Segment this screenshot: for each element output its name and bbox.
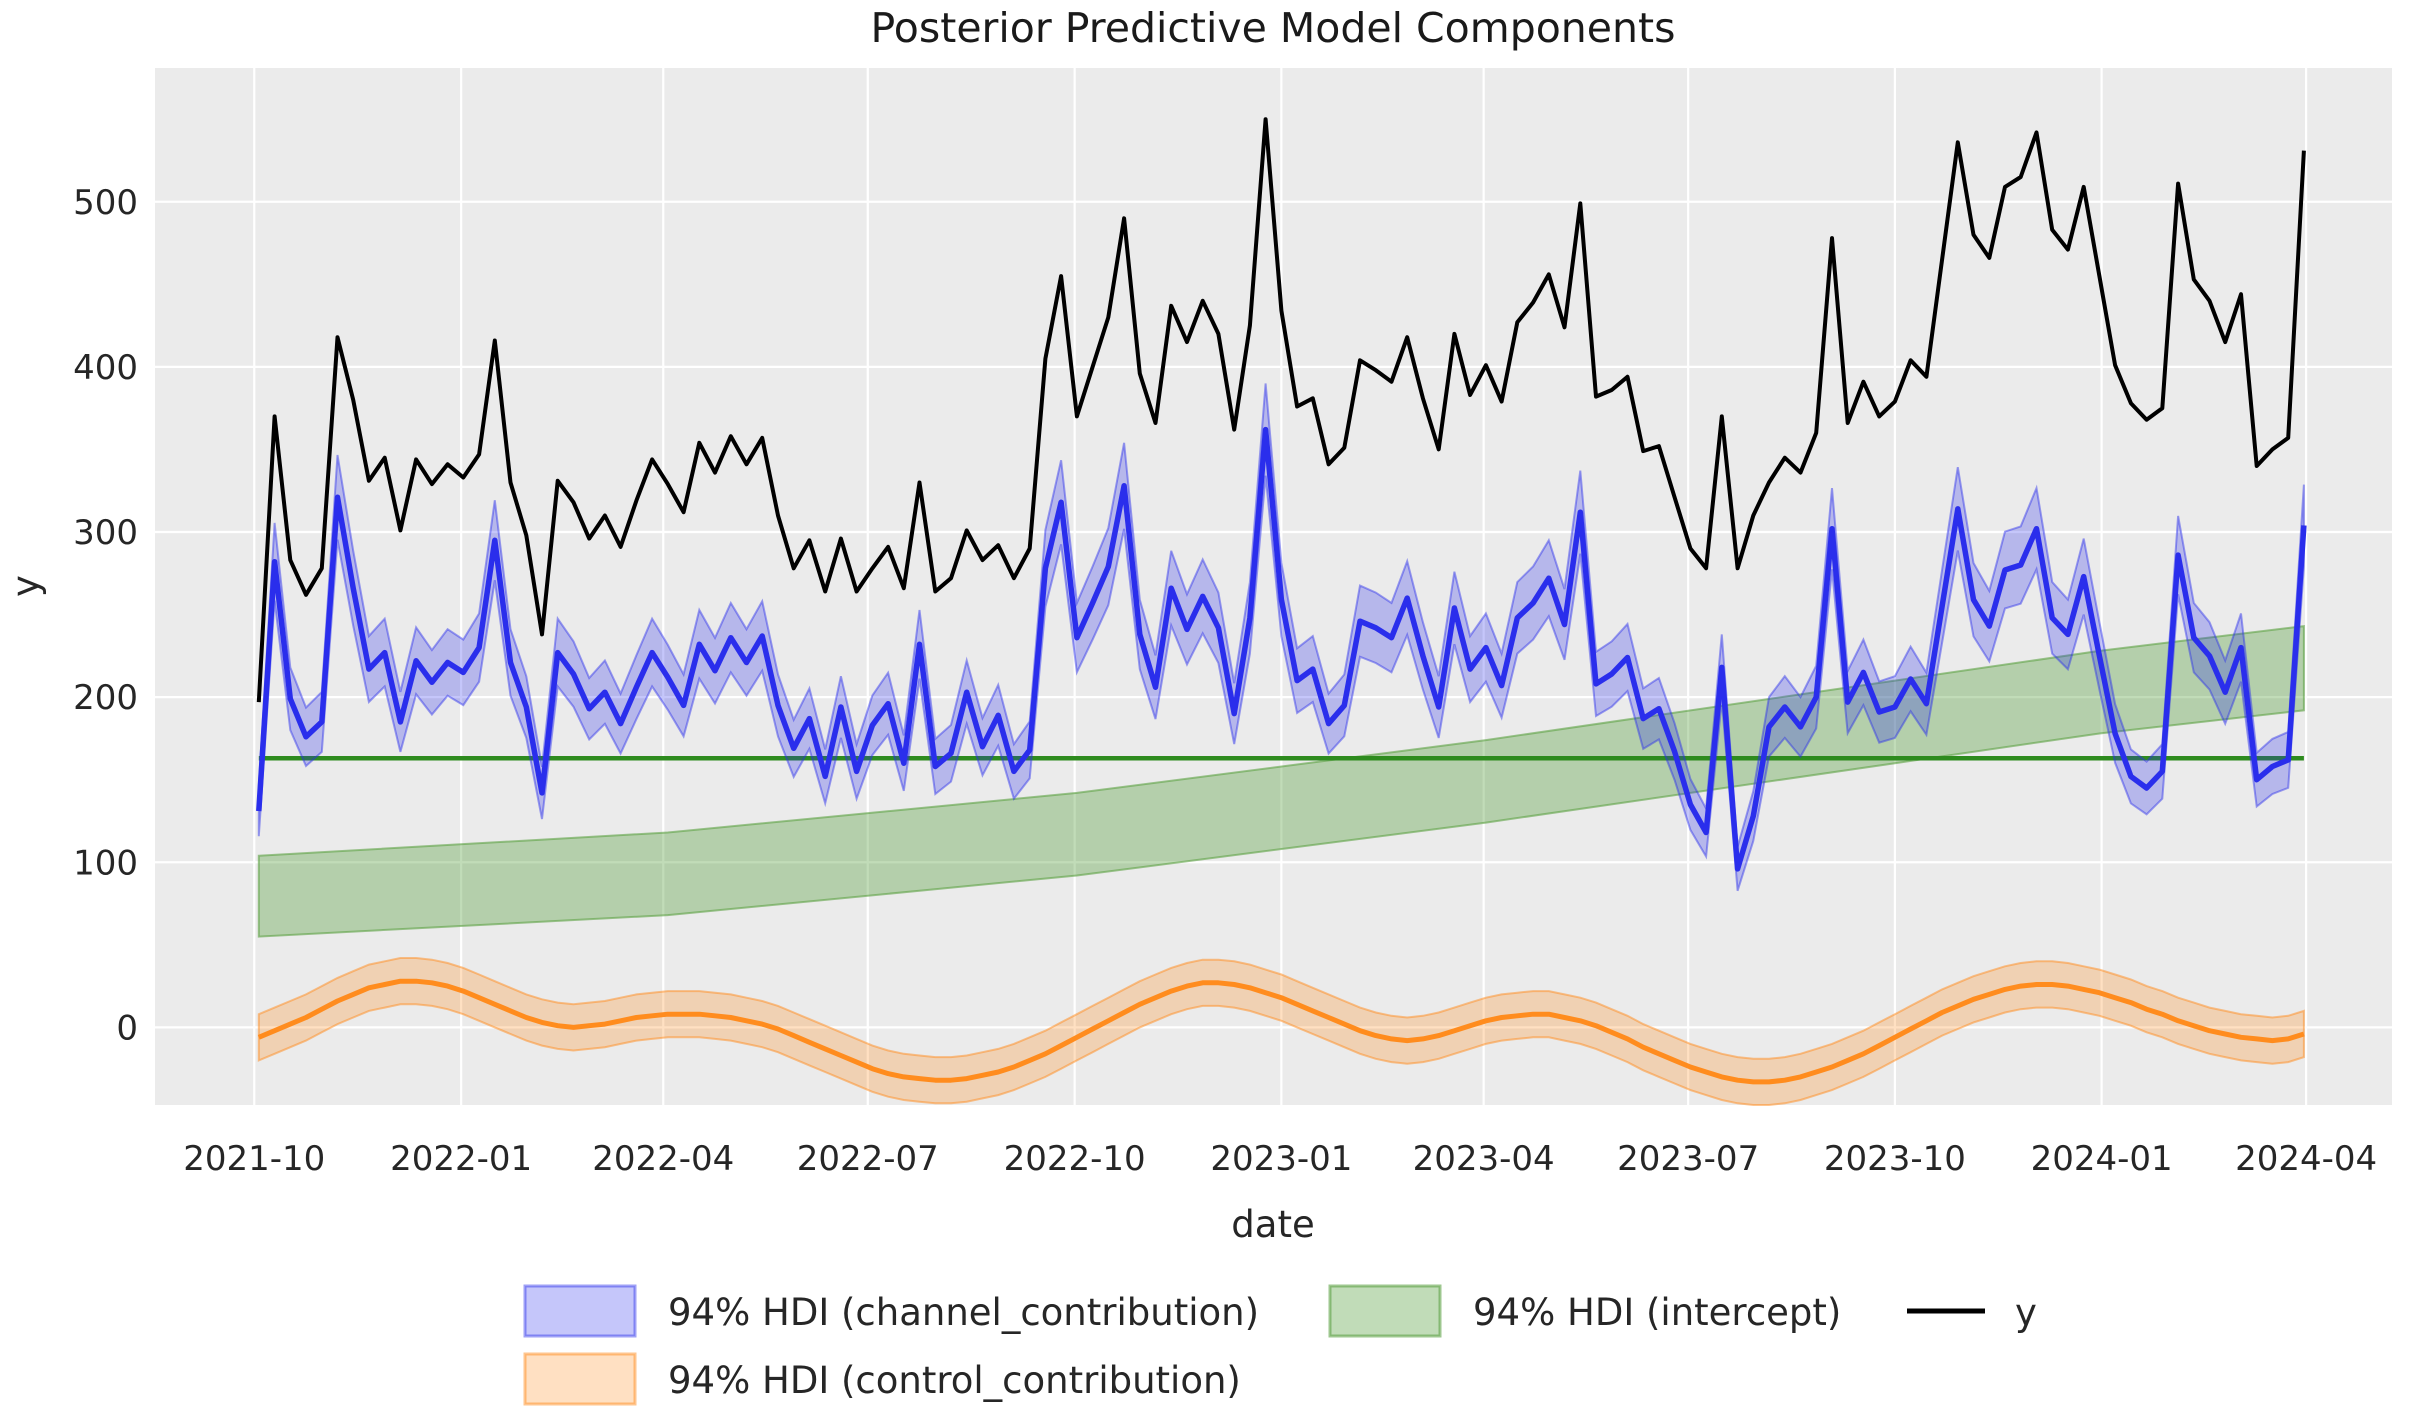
x-tick-label: 2023-07	[1617, 1139, 1759, 1179]
channel-mean-line	[256, 426, 2307, 872]
x-tick-label: 2024-04	[2235, 1139, 2377, 1179]
y-tick-label: 200	[73, 678, 138, 718]
legend-label-channel: 94% HDI (channel_contribution)	[668, 1291, 1259, 1334]
legend-label-control: 94% HDI (control_contribution)	[668, 1359, 1241, 1402]
channel-hdi-swatch	[523, 1284, 637, 1338]
y-tick-labels: 0 100 200 300 400 500	[73, 183, 138, 1049]
y-axis-label: y	[4, 575, 47, 597]
y-tick-label: 400	[73, 348, 138, 388]
x-tick-label: 2022-01	[390, 1139, 532, 1179]
x-tick-label: 2023-04	[1413, 1139, 1555, 1179]
x-tick-label: 2022-10	[1004, 1139, 1146, 1179]
plot-area	[155, 68, 2392, 1106]
x-tick-label: 2021-10	[183, 1139, 325, 1179]
y-tick-label: 0	[116, 1008, 138, 1048]
plot-background	[155, 68, 2392, 1105]
y-series-line	[256, 117, 2306, 703]
x-axis-label: date	[1231, 1203, 1314, 1246]
intercept-hdi-swatch	[1328, 1284, 1442, 1338]
control-mean-line	[257, 978, 2305, 1085]
y-tick-label: 300	[73, 513, 138, 553]
y-tick-label: 500	[73, 183, 138, 223]
x-tick-label: 2023-01	[1210, 1139, 1352, 1179]
control-hdi-swatch	[523, 1352, 637, 1406]
x-tick-label: 2022-04	[592, 1139, 734, 1179]
x-tick-label: 2022-07	[797, 1139, 939, 1179]
control-hdi-band	[257, 957, 2305, 1106]
y-tick-label: 100	[73, 843, 138, 883]
legend: 94% HDI (channel_contribution) 94% HDI (…	[523, 1284, 2037, 1406]
x-tick-label: 2024-01	[2031, 1139, 2173, 1179]
legend-label-y: y	[2015, 1291, 2037, 1334]
intercept-hdi-band	[257, 624, 2305, 938]
chart-title: Posterior Predictive Model Components	[871, 4, 1676, 52]
x-tick-labels: 2021-10 2022-01 2022-04 2022-07 2022-10 2023-…	[183, 1139, 2377, 1179]
x-tick-label: 2023-10	[1824, 1139, 1966, 1179]
legend-label-intercept: 94% HDI (intercept)	[1473, 1291, 1841, 1334]
